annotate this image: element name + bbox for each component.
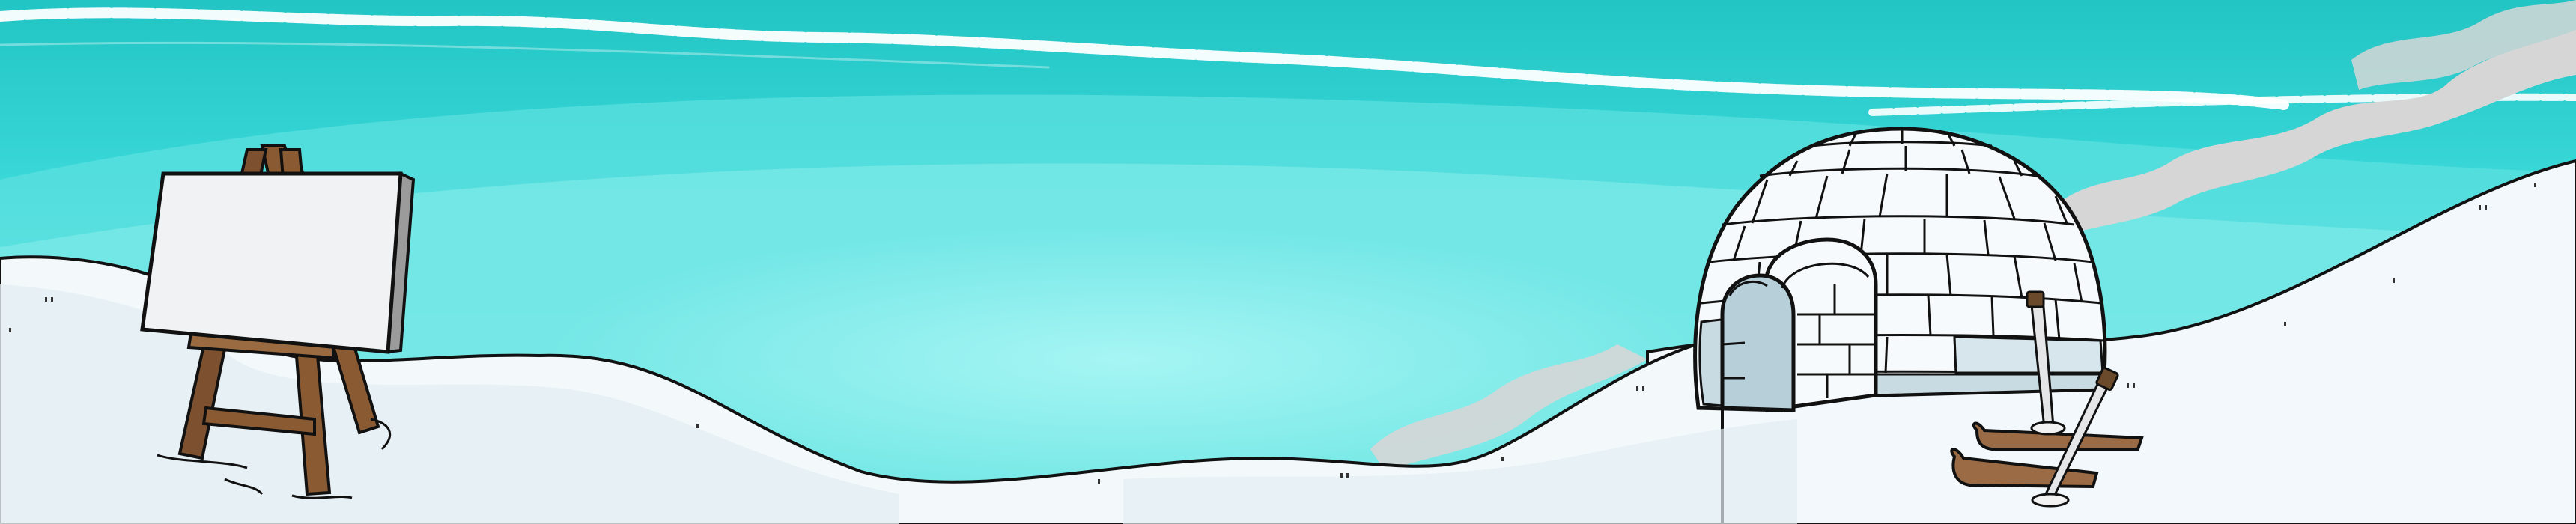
snow-drift-line [291,494,353,499]
snow-shade [1123,419,1797,524]
snow-drift-line [370,418,392,451]
snow-speck [2284,322,2286,326]
igloo-doorway [1720,273,1796,412]
ski-pole-left[interactable] [2026,290,2066,436]
snow-speck [2534,183,2536,187]
snow-speck [45,297,47,302]
igloo-joint [1848,129,1956,147]
snow-speck [9,328,11,332]
canvas-face [140,171,403,354]
igloo-entrance[interactable] [1720,237,1878,412]
igloo-row [1708,252,2094,263]
snow-speck [2393,278,2395,283]
blank-canvas[interactable] [140,171,416,354]
tunnel-row [1797,313,1876,376]
igloo-shade [1953,335,2104,374]
smoke-trail [1370,344,1647,472]
tunnel-joint [1818,284,1851,398]
igloo[interactable] [1693,127,2107,412]
snow-speck [1501,457,1504,461]
igloo-tunnel-blocks [1722,262,1876,398]
snow-speck [1340,473,1343,478]
snow-speck [1642,386,1644,391]
igloo-joint [1732,218,2057,261]
easel-brace [201,406,316,436]
snow-speck [696,424,699,428]
pole-grip [2095,366,2119,392]
snow-speck [2127,383,2129,388]
snow-speck [2485,205,2487,210]
snow-drift-line [157,454,248,469]
pole-basket [2031,493,2070,508]
smoke-trail [2044,30,2576,240]
snow-speck [1098,479,1100,484]
ski-upper[interactable] [1972,421,2144,451]
snow-drift-line [224,478,264,496]
igloo-row [1722,215,2075,226]
snow-speck [51,297,53,302]
igloo-joint [1788,146,2023,177]
wind-streak [0,41,1050,69]
wind-streak [0,7,2289,110]
doorway-arch [1728,280,1768,296]
doorway-row [1722,341,1746,380]
pole-grip [2026,290,2045,308]
snow-speck [1636,386,1638,391]
tunnel-arch [1781,262,1870,289]
skis-and-poles[interactable] [1950,290,2144,508]
snow-speck [2133,383,2135,388]
smoke-trail [2351,0,2576,90]
snow-specks [9,183,2536,484]
snow-speck [2479,205,2481,210]
easel[interactable] [140,144,416,499]
smoke-plume [1370,0,2576,472]
pole-basket [2030,421,2066,436]
snow-speck [1346,473,1349,478]
ski-pole-right[interactable] [2031,366,2119,508]
igloo-joint [1751,173,2068,224]
igloo-row [1759,167,2038,177]
